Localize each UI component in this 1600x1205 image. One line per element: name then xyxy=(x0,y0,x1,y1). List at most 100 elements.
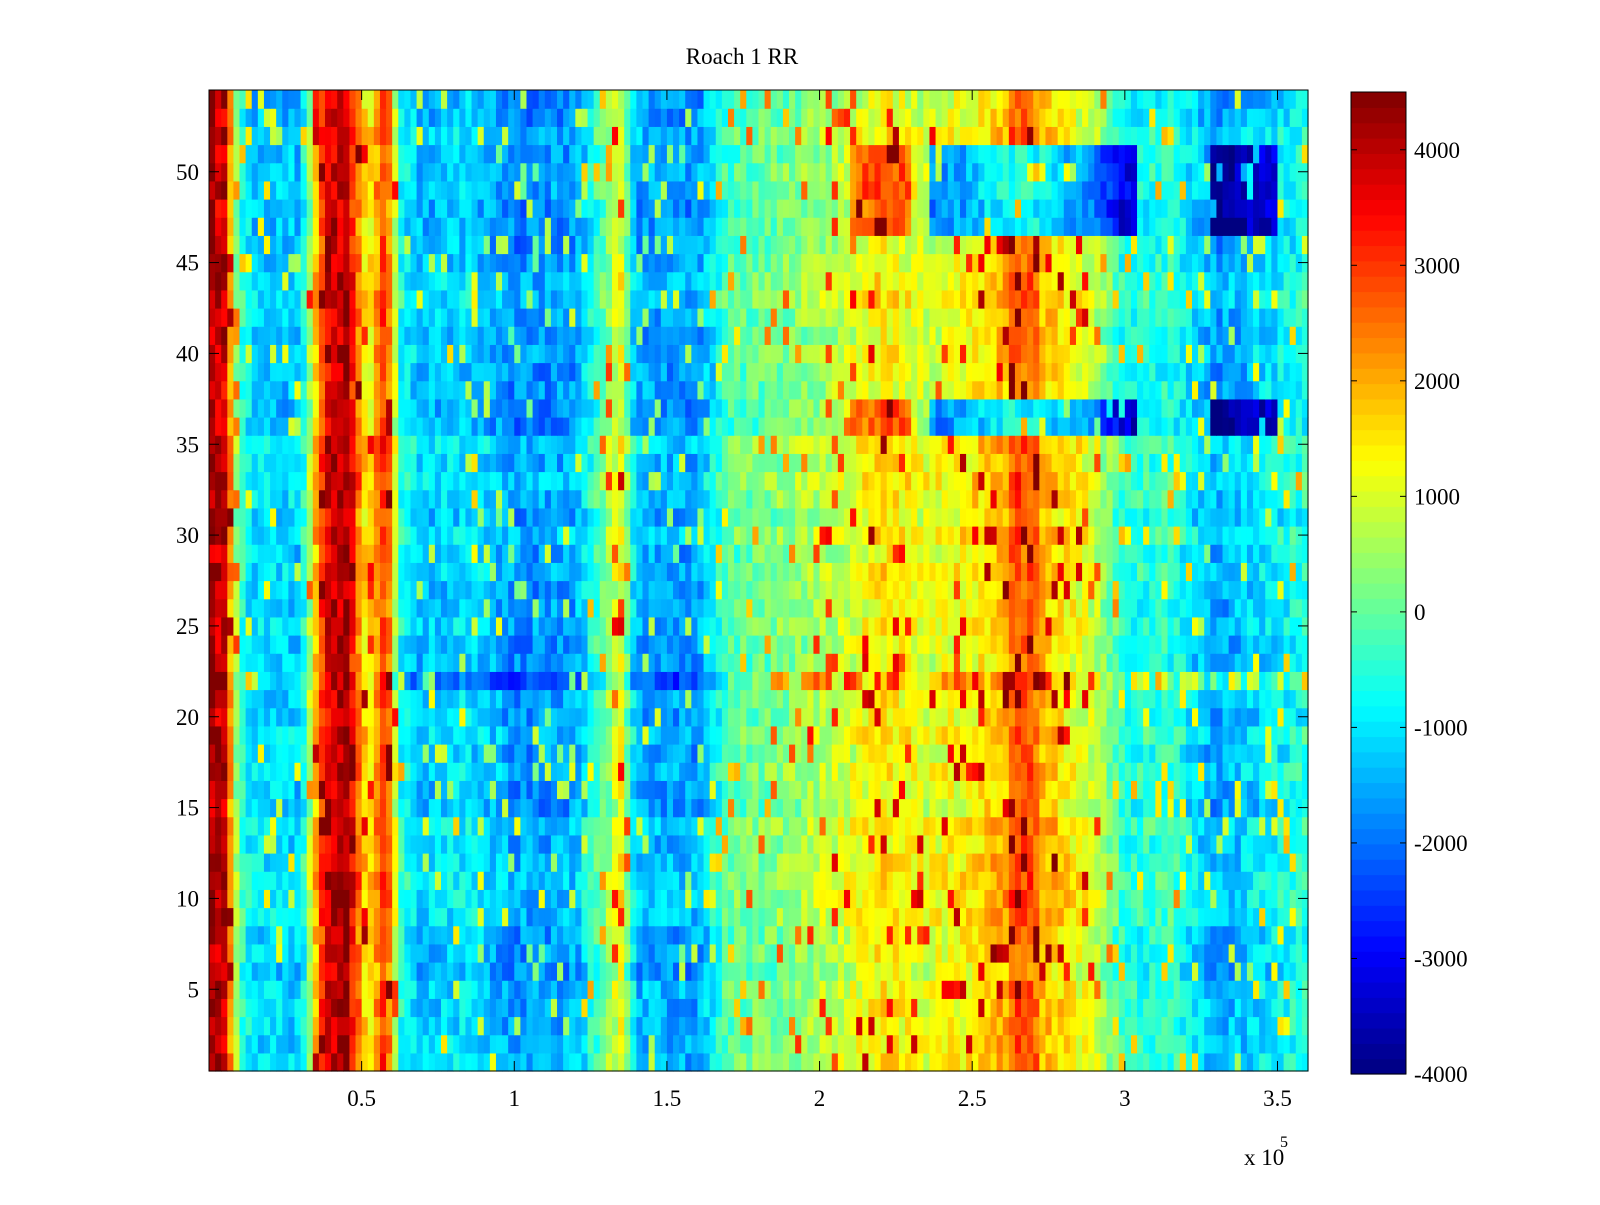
heatmap-cell xyxy=(294,980,302,999)
heatmap-cell xyxy=(215,725,222,745)
heatmap-cell xyxy=(642,635,650,654)
heatmap-cell xyxy=(850,871,857,890)
heatmap-cell xyxy=(337,707,344,727)
heatmap-cell xyxy=(734,762,741,781)
heatmap-cell xyxy=(1210,889,1218,909)
heatmap-cell xyxy=(367,907,375,927)
heatmap-cell xyxy=(978,562,986,582)
heatmap-cell xyxy=(758,635,766,654)
heatmap-cell xyxy=(892,998,900,1018)
heatmap-cell xyxy=(856,580,863,600)
heatmap-cell xyxy=(337,744,344,763)
heatmap-cell xyxy=(831,1016,839,1036)
heatmap-cell xyxy=(544,962,552,981)
heatmap-cell xyxy=(1100,816,1108,836)
heatmap-cell xyxy=(917,671,924,691)
heatmap-cell xyxy=(557,980,564,999)
heatmap-cell xyxy=(550,744,558,763)
heatmap-cell xyxy=(349,816,357,836)
heatmap-cell xyxy=(1014,580,1022,600)
heatmap-cell xyxy=(398,671,405,691)
heatmap-cell xyxy=(1143,798,1150,818)
heatmap-cell xyxy=(648,1052,656,1072)
heatmap-cell xyxy=(1063,744,1071,763)
heatmap-cell xyxy=(1008,580,1016,600)
heatmap-cell xyxy=(917,853,924,872)
heatmap-cell xyxy=(819,562,827,582)
heatmap-cell xyxy=(1161,580,1169,600)
heatmap-cell xyxy=(611,834,619,854)
heatmap-cell xyxy=(434,889,442,909)
heatmap-cell xyxy=(1234,1016,1242,1036)
heatmap-cell xyxy=(1289,853,1297,872)
heatmap-cell xyxy=(563,635,570,654)
heatmap-cell xyxy=(526,853,534,872)
heatmap-cell xyxy=(886,780,894,800)
heatmap-cell xyxy=(1277,671,1285,691)
heatmap-cell xyxy=(288,943,296,963)
heatmap-cell xyxy=(654,871,662,890)
heatmap-cell xyxy=(1088,725,1095,745)
heatmap-cell xyxy=(1234,925,1242,945)
heatmap-cell xyxy=(1137,816,1144,836)
heatmap-cell xyxy=(740,816,747,836)
heatmap-cell xyxy=(660,798,668,818)
heatmap-cell xyxy=(611,1016,619,1036)
heatmap-cell xyxy=(624,1016,631,1036)
heatmap-cell xyxy=(343,798,351,818)
heatmap-cell xyxy=(1021,725,1028,745)
heatmap-cell xyxy=(1057,1052,1065,1072)
heatmap-cell xyxy=(1271,598,1279,618)
heatmap-cell xyxy=(459,616,467,636)
heatmap-cell xyxy=(1277,853,1285,872)
heatmap-cell xyxy=(947,725,955,745)
heatmap-cell xyxy=(892,1034,900,1054)
heatmap-cell xyxy=(630,1052,637,1072)
heatmap-cell xyxy=(801,689,808,709)
heatmap-cell xyxy=(1075,653,1083,672)
heatmap-cell xyxy=(624,871,631,890)
heatmap-cell xyxy=(1204,1052,1211,1072)
heatmap-cell xyxy=(1210,744,1218,763)
heatmap-cell xyxy=(611,853,619,872)
heatmap-cell xyxy=(245,1034,253,1054)
heatmap-cell xyxy=(215,998,222,1018)
heatmap-cell xyxy=(422,744,430,763)
heatmap-cell xyxy=(331,980,338,999)
heatmap-cell xyxy=(1002,780,1010,800)
heatmap-cell xyxy=(404,580,412,600)
heatmap-cell xyxy=(630,998,637,1018)
heatmap-cell xyxy=(331,562,338,582)
heatmap-cell xyxy=(355,780,363,800)
heatmap-cell xyxy=(209,943,216,963)
heatmap-cell xyxy=(636,744,644,763)
heatmap-cell xyxy=(1246,671,1254,691)
heatmap-cell xyxy=(624,907,631,927)
heatmap-cell xyxy=(666,907,674,927)
heatmap-cell xyxy=(892,980,900,999)
heatmap-cell xyxy=(953,853,961,872)
heatmap-cell xyxy=(917,689,924,709)
heatmap-cell xyxy=(459,1052,467,1072)
heatmap-cell xyxy=(929,834,937,854)
heatmap-cell xyxy=(550,653,558,672)
heatmap-cell xyxy=(1130,744,1138,763)
heatmap-cell xyxy=(257,725,265,745)
heatmap-cell xyxy=(465,780,473,800)
heatmap-cell xyxy=(776,889,784,909)
heatmap-cell xyxy=(1167,889,1175,909)
heatmap-cell xyxy=(929,962,937,981)
heatmap-cell xyxy=(917,798,924,818)
heatmap-cell xyxy=(221,780,228,800)
heatmap-cell xyxy=(905,689,912,709)
heatmap-cell xyxy=(740,653,747,672)
heatmap-cell xyxy=(1057,671,1065,691)
heatmap-cell xyxy=(941,1034,949,1054)
heatmap-cell xyxy=(1167,780,1175,800)
heatmap-cell xyxy=(648,635,656,654)
heatmap-cell xyxy=(1277,980,1285,999)
heatmap-cell xyxy=(727,653,735,672)
heatmap-cell xyxy=(1301,580,1309,600)
heatmap-cell xyxy=(990,943,998,963)
heatmap-cell xyxy=(972,707,979,727)
